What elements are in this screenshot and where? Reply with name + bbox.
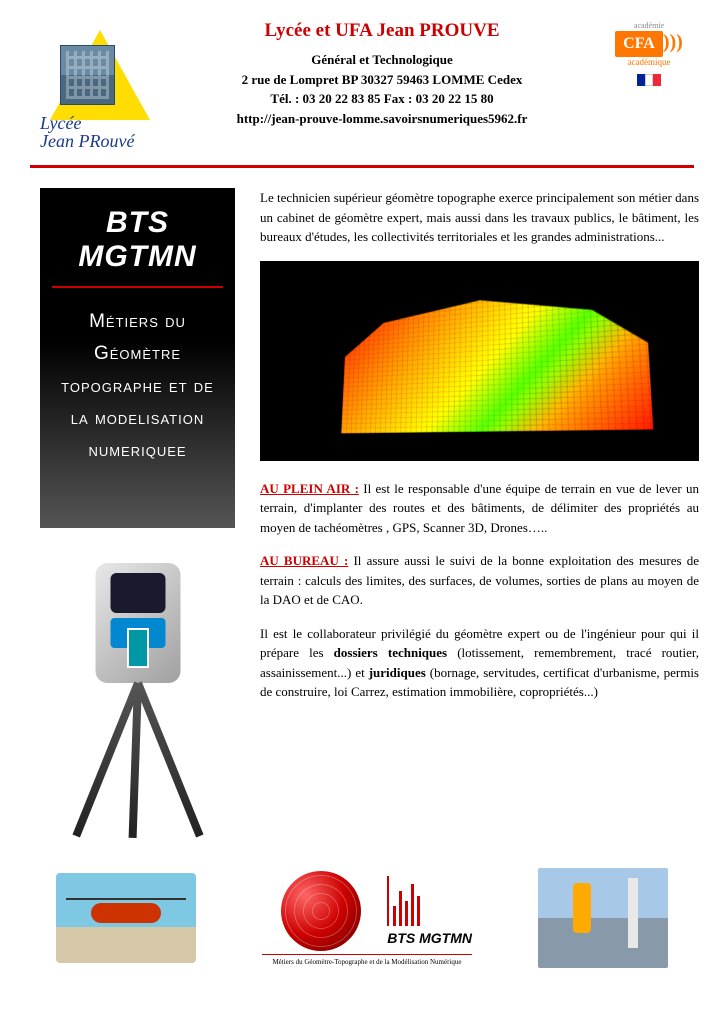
school-address: 2 rue de Lompret BP 30327 59463 LOMME Ce… <box>180 70 584 90</box>
logo-line1: Lycée <box>40 113 81 133</box>
cfa-logo: académie CFA))) académique <box>604 20 694 89</box>
bureau-paragraph: AU BUREAU : Il assure aussi le suivi de … <box>260 551 699 610</box>
school-title: Lycée et UFA Jean PROUVE <box>180 20 584 42</box>
page-header: Lycée Jean PRouvé Lycée et UFA Jean PROU… <box>0 0 724 160</box>
mgtmn-logo: BTS MGTMN Métiers du Géomètre-Topographe… <box>262 871 472 966</box>
intro-paragraph: Le technicien supérieur géomètre topogra… <box>260 188 699 247</box>
point-cloud-image <box>260 261 699 461</box>
logo-line2: Jean PRouvé <box>40 131 134 151</box>
school-phone: Tél. : 03 20 22 83 85 Fax : 03 20 22 15 … <box>180 89 584 109</box>
sidebar: BTS MGTMN Métiers du Géomètre topographe… <box>40 188 235 853</box>
header-info: Lycée et UFA Jean PROUVE Général et Tech… <box>180 20 584 128</box>
bureau-label: AU BUREAU : <box>260 553 348 568</box>
cfa-label: CFA <box>615 31 663 57</box>
mgtmn-caption: Métiers du Géomètre-Topographe et de la … <box>262 954 472 966</box>
scanner-image <box>40 533 235 853</box>
bts-title: BTS MGTMN <box>52 206 223 274</box>
bts-divider <box>52 286 223 288</box>
header-divider <box>30 165 694 168</box>
bts-panel: BTS MGTMN Métiers du Géomètre topographe… <box>40 188 235 528</box>
main-content: BTS MGTMN Métiers du Géomètre topographe… <box>0 188 724 853</box>
school-url: http://jean-prouve-lomme.savoirsnumeriqu… <box>180 109 584 129</box>
drone-image <box>56 873 196 963</box>
surveyor-image <box>538 868 668 968</box>
mgtmn-label: BTS MGTMN <box>387 930 472 946</box>
bts-subtitle: Métiers du Géomètre topographe et de la … <box>52 306 223 467</box>
cfa-acad: académique <box>628 57 671 67</box>
body-text: Le technicien supérieur géomètre topogra… <box>260 188 699 853</box>
plein-air-paragraph: AU PLEIN AIR : Il est le responsable d'u… <box>260 479 699 538</box>
footer-images: BTS MGTMN Métiers du Géomètre-Topographe… <box>0 853 724 988</box>
school-logo: Lycée Jean PRouvé <box>40 20 160 150</box>
collab-paragraph: Il est le collaborateur privilégié du gé… <box>260 624 699 702</box>
plein-air-label: AU PLEIN AIR : <box>260 481 359 496</box>
school-subtitle: Général et Technologique <box>180 50 584 70</box>
